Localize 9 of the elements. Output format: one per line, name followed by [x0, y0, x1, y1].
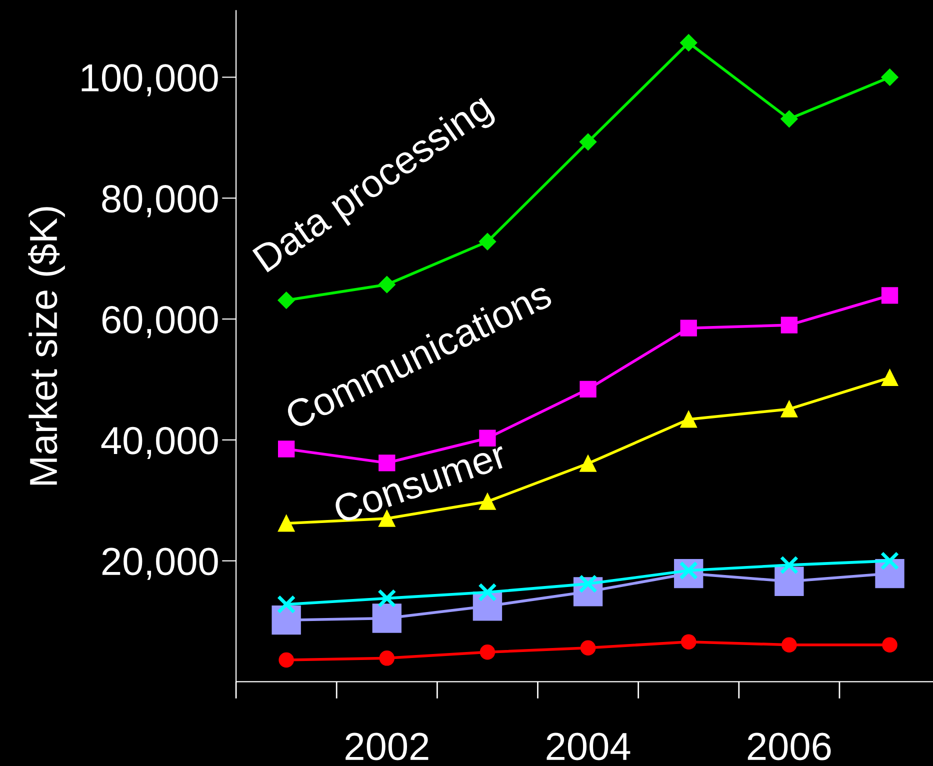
x-tick-label: 2004: [546, 732, 630, 760]
y-tick-label: 60,000: [102, 306, 218, 338]
y-tick-label: 20,000: [102, 548, 218, 580]
y-axis-title: Market size ($K): [28, 207, 65, 485]
y-tick-label: 100,000: [82, 64, 218, 96]
y-tick-label: 80,000: [102, 185, 218, 218]
y-tick-label: 40,000: [101, 426, 218, 459]
x-tick-label: 2002: [346, 732, 428, 760]
x-tick-label: 2006: [748, 732, 831, 760]
